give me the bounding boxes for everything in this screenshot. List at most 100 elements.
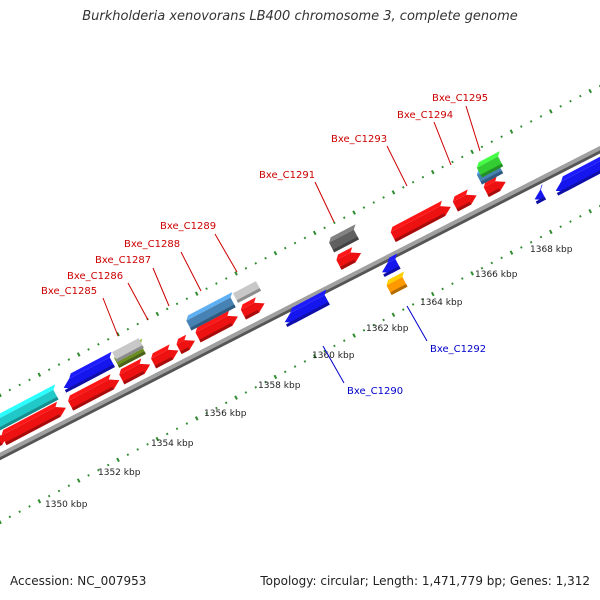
minor-tick bbox=[382, 318, 385, 322]
minor-tick bbox=[97, 343, 100, 346]
minor-tick bbox=[28, 378, 31, 382]
minor-tick bbox=[175, 302, 179, 306]
gene-top-face bbox=[561, 154, 600, 182]
minor-tick bbox=[254, 386, 258, 389]
minor-tick bbox=[28, 505, 31, 508]
gene-label-leader bbox=[314, 181, 335, 223]
minor-tick bbox=[323, 226, 326, 230]
minor-tick bbox=[283, 370, 287, 374]
major-tick bbox=[470, 149, 474, 155]
minor-tick bbox=[451, 282, 454, 286]
minor-tick bbox=[165, 307, 169, 311]
gene-front-face bbox=[476, 156, 504, 178]
gene-top-face bbox=[336, 247, 353, 260]
gene-front-face bbox=[284, 294, 330, 323]
gene-red bbox=[336, 247, 362, 270]
gene-front-face bbox=[176, 340, 195, 355]
gene-label: Bxe_C1285 bbox=[41, 286, 97, 297]
minor-tick bbox=[372, 323, 376, 327]
minor-tick bbox=[342, 339, 346, 342]
minor-tick bbox=[47, 368, 51, 371]
genome-summary-text: Topology: circular; Length: 1,471,779 bp… bbox=[260, 574, 590, 588]
minor-tick bbox=[264, 256, 267, 260]
major-tick bbox=[76, 352, 81, 357]
minor-tick bbox=[461, 155, 464, 159]
gene-label-leader bbox=[433, 121, 452, 166]
gene-top-face bbox=[112, 332, 141, 353]
gene-steelblue bbox=[186, 292, 236, 331]
minor-tick bbox=[421, 175, 425, 179]
minor-tick bbox=[421, 297, 425, 301]
minor-tick bbox=[57, 363, 61, 366]
major-tick bbox=[194, 416, 199, 421]
gene-bottom-shade bbox=[383, 266, 401, 278]
gene-front-face bbox=[390, 206, 451, 243]
minor-tick bbox=[215, 406, 218, 410]
gene-bottom-shade bbox=[456, 201, 472, 212]
gene-bottom-shade bbox=[244, 309, 260, 320]
gene-front-face bbox=[386, 276, 408, 296]
major-tick bbox=[0, 519, 2, 525]
gene-red bbox=[176, 334, 195, 355]
gene-front-face bbox=[1, 407, 66, 446]
gene-top-face bbox=[151, 344, 170, 359]
gene-label-leader bbox=[102, 297, 119, 337]
major-tick bbox=[116, 331, 120, 337]
major-tick bbox=[194, 291, 199, 296]
major-tick bbox=[116, 457, 120, 463]
minor-tick bbox=[461, 277, 464, 280]
minor-tick bbox=[215, 282, 218, 285]
gene-front-face bbox=[336, 252, 362, 270]
gene-top-face bbox=[195, 310, 230, 333]
minor-tick bbox=[303, 360, 307, 363]
minor-tick bbox=[205, 411, 208, 415]
minor-tick bbox=[67, 484, 71, 488]
major-tick bbox=[391, 312, 396, 318]
gene-bottom-shade bbox=[332, 236, 359, 253]
major-tick bbox=[312, 230, 317, 236]
minor-tick bbox=[175, 427, 179, 431]
gene-front-face bbox=[119, 363, 151, 385]
major-tick bbox=[273, 374, 278, 380]
minor-tick bbox=[57, 489, 61, 493]
major-tick bbox=[588, 88, 592, 94]
gene-top-face bbox=[176, 334, 187, 345]
minor-tick bbox=[520, 246, 523, 249]
minor-tick bbox=[559, 104, 562, 108]
gene-label: Bxe_C1287 bbox=[95, 255, 151, 266]
minor-tick bbox=[402, 186, 405, 189]
gene-red bbox=[68, 374, 120, 411]
gene-label: Bxe_C1294 bbox=[397, 110, 453, 121]
minor-tick bbox=[254, 261, 258, 265]
minor-tick bbox=[323, 349, 326, 353]
minor-tick bbox=[47, 494, 51, 498]
major-tick bbox=[430, 169, 435, 175]
minor-tick bbox=[402, 308, 405, 311]
gene-label: Bxe_C1291 bbox=[259, 170, 315, 181]
minor-tick bbox=[8, 388, 12, 392]
gene-bottom-shade bbox=[190, 304, 236, 331]
gene-front-face bbox=[240, 302, 265, 320]
minor-tick bbox=[106, 463, 110, 467]
minor-tick bbox=[283, 246, 287, 250]
gene-front-face bbox=[534, 189, 546, 201]
accession-text: Accession: NC_007953 bbox=[10, 574, 147, 588]
minor-tick bbox=[165, 432, 169, 436]
minor-tick bbox=[520, 125, 523, 128]
minor-tick bbox=[264, 380, 267, 384]
gene-bottom-shade bbox=[236, 288, 262, 303]
gene-top-face bbox=[452, 189, 468, 202]
scale-label: 1364 kbp bbox=[420, 298, 463, 308]
gene-blue bbox=[284, 289, 330, 328]
gene-bottom-shade bbox=[480, 163, 504, 178]
major-tick bbox=[273, 250, 278, 256]
minor-tick bbox=[559, 225, 562, 229]
major-tick bbox=[352, 333, 356, 338]
gene-front-face bbox=[232, 281, 262, 303]
gene-cyan bbox=[0, 384, 59, 433]
gene-bottom-shade bbox=[5, 414, 61, 446]
scale-label: 1350 kbp bbox=[45, 500, 88, 510]
gene-front-face bbox=[112, 338, 144, 362]
gene-top-face bbox=[290, 289, 327, 314]
